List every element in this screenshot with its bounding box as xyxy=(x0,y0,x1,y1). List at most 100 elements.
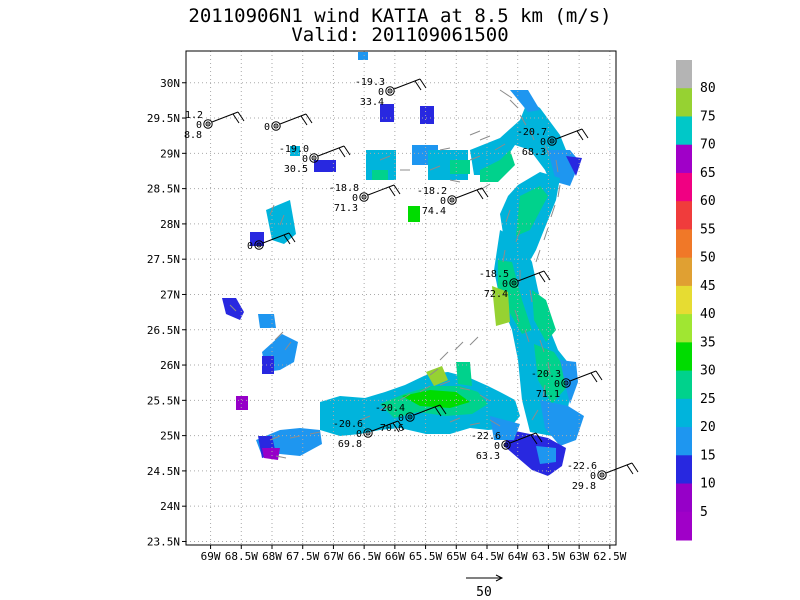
station-circle-icon xyxy=(447,195,457,205)
colorbar-label: 80 xyxy=(700,81,716,96)
colorbar-label: 35 xyxy=(700,335,716,350)
lon-tick-label: 68.5W xyxy=(225,550,258,563)
wind-barb-icon xyxy=(393,78,421,90)
map-frame xyxy=(185,50,617,546)
station-zero: 0 xyxy=(440,196,446,207)
colorbar-segment xyxy=(676,370,692,400)
lat-tick-label: 27N xyxy=(160,288,180,301)
station-marker: 01.2 8.8 xyxy=(184,110,245,141)
station-zero: 0 xyxy=(494,441,500,452)
lat-tick-label: 29N xyxy=(160,147,180,160)
colorbar-segment xyxy=(676,342,692,372)
colorbar-segment xyxy=(676,116,692,146)
colorbar-label: 10 xyxy=(700,477,716,492)
colorbar-segment xyxy=(676,201,692,230)
station-wind-value: 30.5 xyxy=(284,164,308,175)
station-temperature: -22.6 xyxy=(567,461,597,472)
colorbar-segment xyxy=(676,88,692,117)
colorbar-segment xyxy=(676,60,692,89)
colorbar-label: 25 xyxy=(700,392,716,407)
wind-barb-icon xyxy=(555,128,583,140)
station-circle-icon xyxy=(405,412,415,422)
station-temperature: -18.5 xyxy=(479,269,509,280)
map-title: 20110906N1 wind KATIA at 8.5 km (m/s) xyxy=(188,5,612,27)
lat-tick-label: 25N xyxy=(160,430,180,443)
station-zero: 0 xyxy=(502,279,508,290)
flow-arrows xyxy=(229,89,561,459)
station-zero: 0 xyxy=(264,122,270,133)
station-marker: 0-20.6 69.8 xyxy=(333,419,405,450)
wind-barb-icon xyxy=(371,420,399,432)
lon-tick-label: 69W xyxy=(201,550,221,563)
wind-barb-icon xyxy=(262,232,290,244)
station-wind-value: 8.8 xyxy=(184,130,202,141)
station-circle-icon xyxy=(254,240,264,250)
lat-tick-label: 24N xyxy=(160,500,180,513)
station-wind-value: 68.3 xyxy=(522,147,546,158)
station-temperature: -19.3 xyxy=(355,77,385,88)
colorbar-label: 55 xyxy=(700,222,716,237)
station-marker: 0-22.6 63.3 xyxy=(471,431,543,462)
station-circle-icon xyxy=(501,440,511,450)
station-marker: 0-18.5 72.4 xyxy=(479,269,551,300)
station-marker: 0-18.2 74.4 xyxy=(417,186,489,217)
colorbar-segment xyxy=(676,229,692,259)
colorbar-segment xyxy=(676,172,692,202)
station-zero: 0 xyxy=(356,429,362,440)
station-wind-value: 71.1 xyxy=(536,389,560,400)
lat-tick-label: 25.5N xyxy=(147,394,180,407)
lat-lon-grid xyxy=(182,51,616,549)
lon-tick-label: 67.5W xyxy=(286,550,319,563)
lat-tick-label: 23.5N xyxy=(147,535,180,548)
station-marker: 0-20.3 71.1 xyxy=(531,369,603,400)
colorbar-label: 20 xyxy=(700,420,716,435)
lon-tick-label: 63W xyxy=(569,550,589,563)
colorbar-label: 5 xyxy=(700,505,708,520)
station-temperature: -20.3 xyxy=(531,369,561,380)
colorbar-label: 40 xyxy=(700,307,716,322)
station-circle-icon xyxy=(509,278,519,288)
lat-tick-label: 26.5N xyxy=(147,324,180,337)
colorbar-label: 15 xyxy=(700,448,716,463)
reference-vector-label: 50 xyxy=(476,585,492,600)
colorbar-label: 60 xyxy=(700,194,716,209)
lon-tick-label: 62.5W xyxy=(593,550,626,563)
station-circle-icon xyxy=(547,136,557,146)
station-circle-icon xyxy=(309,153,319,163)
station-temperature: -20.7 xyxy=(517,127,547,138)
lat-tick-label: 26N xyxy=(160,359,180,372)
station-zero: 0 xyxy=(378,87,384,98)
station-wind-value: 72.4 xyxy=(484,289,508,300)
wind-barb-icon xyxy=(317,145,345,157)
station-zero: 0 xyxy=(554,379,560,390)
lat-tick-label: 29.5N xyxy=(147,112,180,125)
station-circle-icon xyxy=(203,119,213,129)
station-marker: 0-20.7 68.3 xyxy=(517,127,589,158)
station-zero: 0 xyxy=(398,413,404,424)
station-zero: 0 xyxy=(590,471,596,482)
station-wind-value: 33.4 xyxy=(360,97,384,108)
station-temperature: -18.2 xyxy=(417,186,447,197)
wind-barb-icon xyxy=(367,184,395,196)
lon-tick-label: 66W xyxy=(385,550,405,563)
colorbar-label: 50 xyxy=(700,251,716,266)
colorbar-label: 70 xyxy=(700,138,716,153)
wind-barb-icon xyxy=(517,270,545,282)
station-circle-icon xyxy=(271,121,281,131)
lat-tick-label: 28N xyxy=(160,218,180,231)
station-marker: 0-22.6 29.8 xyxy=(567,461,639,492)
colorbar-segment xyxy=(676,144,692,174)
station-circle-icon xyxy=(385,86,395,96)
station-circle-icon xyxy=(363,428,373,438)
station-wind-value: 70.6 xyxy=(380,423,404,434)
wind-barb-icon xyxy=(455,187,483,199)
station-wind-value: 71.3 xyxy=(334,203,358,214)
colorbar: 80 75 70 65 60 55 50 45 40 35 30 25 20 15 10 5 xyxy=(676,60,716,541)
colorbar-segment xyxy=(676,314,692,343)
wind-barb-icon xyxy=(509,432,537,444)
station-zero: 0 xyxy=(352,193,358,204)
wind-barb-icon xyxy=(569,370,597,382)
station-wind-value: 74.4 xyxy=(422,206,446,217)
colorbar-label: 30 xyxy=(700,364,716,379)
